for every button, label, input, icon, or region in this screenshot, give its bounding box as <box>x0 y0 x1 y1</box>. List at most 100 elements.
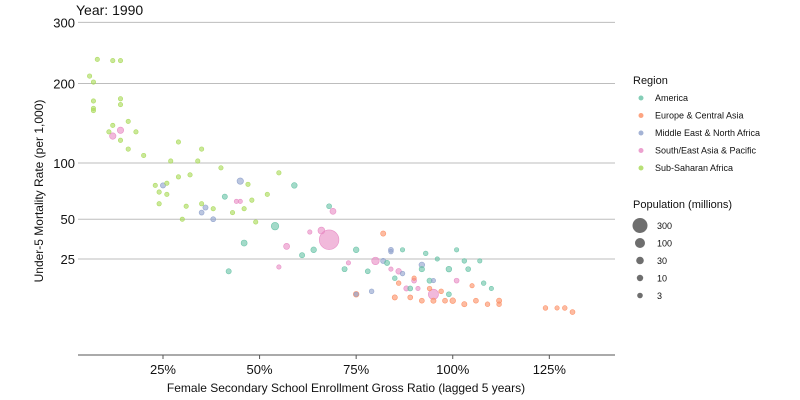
data-point <box>90 79 96 85</box>
frame-label: Year: 1990 <box>76 2 143 18</box>
data-point <box>291 182 298 189</box>
data-point <box>175 139 181 145</box>
x-axis-title: Female Secondary School Enrollment Gross… <box>167 381 525 395</box>
data-point <box>202 204 209 211</box>
data-point <box>423 250 429 257</box>
legend-region-swatch <box>638 165 644 171</box>
data-point <box>221 193 228 200</box>
data-point <box>388 248 394 255</box>
data-point <box>125 146 131 152</box>
data-point <box>270 222 280 231</box>
data-point <box>125 118 131 124</box>
data-point <box>117 102 124 108</box>
data-point <box>168 158 174 164</box>
data-point <box>329 207 337 215</box>
data-point <box>164 180 170 186</box>
data-point <box>480 280 487 286</box>
legend-region-label: Sub-Saharan Africa <box>655 163 733 173</box>
legend-region-label: South/East Asia & Pacific <box>655 146 757 156</box>
data-point <box>391 294 398 301</box>
data-point <box>276 264 282 270</box>
data-point <box>117 137 124 143</box>
legend-region-label: America <box>655 93 688 103</box>
data-point <box>90 98 96 104</box>
data-point <box>117 58 124 64</box>
data-point <box>430 297 437 304</box>
data-point <box>156 201 162 207</box>
legend-size-marker <box>636 256 644 265</box>
data-point <box>415 285 421 291</box>
data-point <box>388 266 394 272</box>
data-point <box>210 216 217 223</box>
data-point <box>554 305 560 311</box>
data-point <box>407 294 414 301</box>
data-point <box>141 152 147 158</box>
data-point <box>438 288 444 294</box>
data-point <box>449 297 456 304</box>
legend-size-marker <box>636 274 644 282</box>
data-point <box>319 229 340 250</box>
data-point <box>407 285 414 292</box>
legend-region-label: Middle East & North Africa <box>655 128 760 138</box>
y-tick-label: 25 <box>61 252 75 267</box>
data-point <box>395 280 402 286</box>
data-point <box>225 268 232 275</box>
data-point <box>418 266 425 273</box>
legend-size-label: 300 <box>657 221 672 231</box>
data-point <box>253 219 259 225</box>
data-point <box>94 56 100 62</box>
data-point <box>264 191 270 197</box>
data-point <box>106 129 112 135</box>
legend-size-label: 3 <box>657 291 662 301</box>
grid <box>78 21 615 260</box>
data-point <box>283 243 290 250</box>
data-point <box>317 226 326 235</box>
data-point <box>276 170 282 176</box>
legend-size-marker <box>635 238 645 248</box>
data-point <box>341 266 348 273</box>
data-point <box>299 252 305 259</box>
legend-size-label: 100 <box>657 239 672 249</box>
data-point <box>245 181 251 187</box>
data-point <box>156 189 162 195</box>
x-tick-label: 25% <box>150 362 176 377</box>
data-point <box>411 275 417 281</box>
data-point <box>152 182 158 188</box>
data-point <box>454 247 460 253</box>
data-point <box>400 247 406 253</box>
legend-size-label: 30 <box>657 256 667 266</box>
data-point <box>426 285 433 292</box>
legend-size-marker <box>637 292 643 299</box>
data-points <box>87 56 576 315</box>
data-point <box>249 197 255 203</box>
data-point <box>430 278 436 284</box>
data-point <box>110 122 116 128</box>
y-tick-label: 200 <box>53 76 75 91</box>
data-point <box>179 216 185 222</box>
x-tick-label: 50% <box>247 362 273 377</box>
data-point <box>469 283 475 289</box>
data-point <box>236 177 244 185</box>
data-point <box>237 198 243 204</box>
x-tick-label: 125% <box>533 362 567 377</box>
legend-region-swatch <box>638 148 644 153</box>
data-point <box>484 301 491 307</box>
legend-population-title: Population (millions) <box>633 199 732 211</box>
data-point <box>164 191 170 197</box>
data-point <box>488 285 494 291</box>
data-point <box>230 210 236 216</box>
data-point <box>419 297 425 304</box>
data-point <box>368 288 375 294</box>
data-point <box>187 172 193 178</box>
data-point <box>473 297 479 304</box>
data-point <box>442 297 448 304</box>
data-point <box>345 260 351 266</box>
data-point <box>110 58 116 64</box>
data-point <box>453 277 460 284</box>
data-point <box>116 126 125 134</box>
data-point <box>109 132 117 140</box>
data-point <box>496 301 502 307</box>
data-point <box>198 209 205 216</box>
data-point <box>218 165 224 171</box>
y-tick-label: 300 <box>53 15 75 30</box>
